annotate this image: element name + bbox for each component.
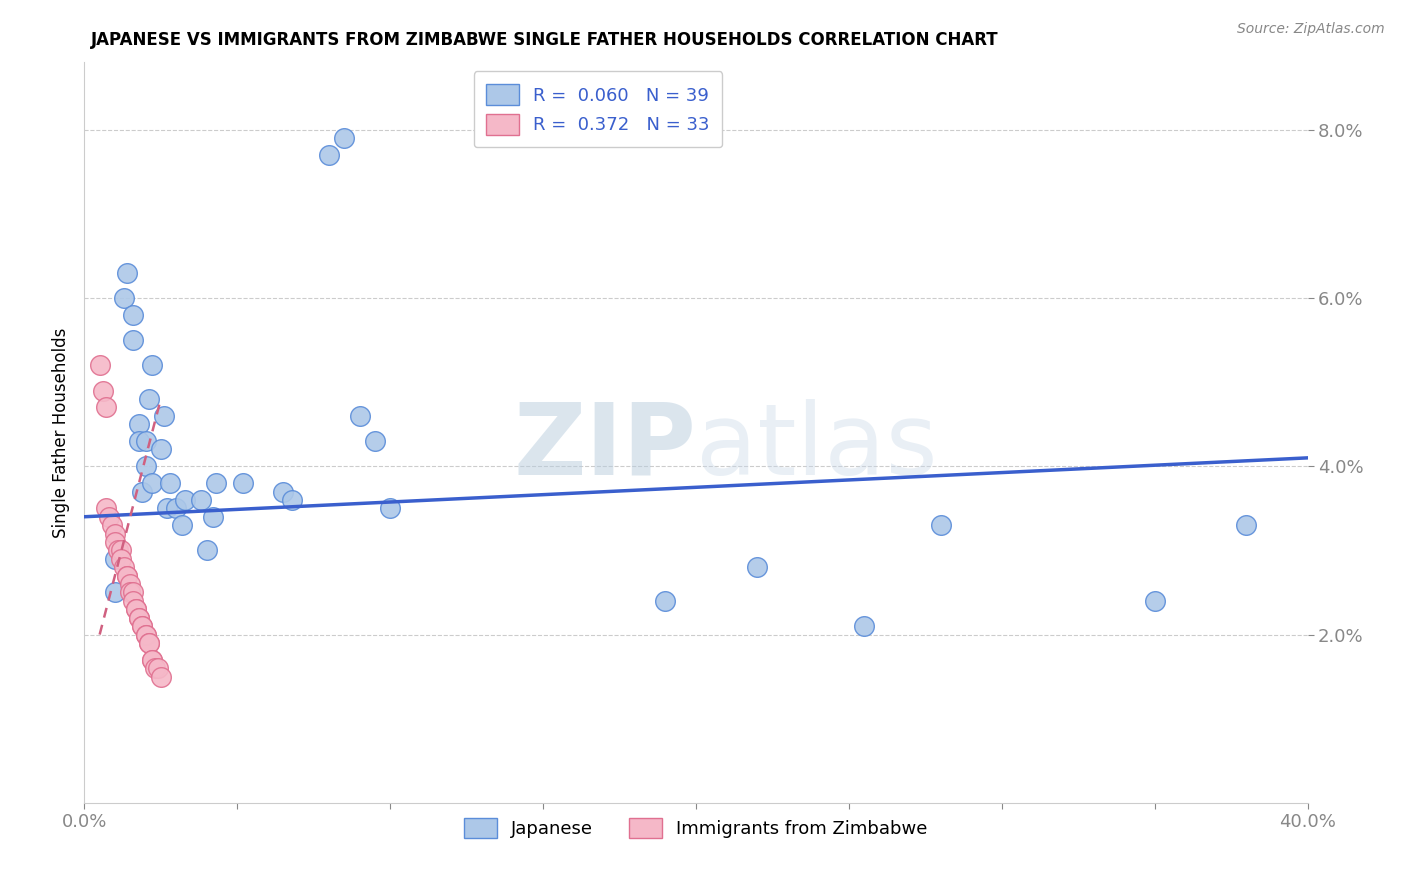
Point [146, 661, 169, 675]
Point [120, 585, 142, 599]
Point [1236, 518, 1258, 533]
Point [141, 476, 163, 491]
Point [131, 619, 153, 633]
Point [318, 148, 340, 162]
Point [110, 551, 132, 566]
Point [128, 434, 150, 448]
Point [143, 661, 166, 675]
Point [107, 543, 129, 558]
Point [364, 434, 387, 448]
Point [190, 492, 212, 507]
Point [122, 308, 145, 322]
Point [141, 359, 163, 373]
Point [138, 636, 160, 650]
Point [135, 627, 157, 641]
Point [232, 476, 254, 491]
Point [104, 526, 127, 541]
Point [112, 291, 135, 305]
Point [271, 484, 294, 499]
Point [97, 509, 120, 524]
Point [135, 627, 157, 641]
Point [115, 568, 138, 582]
Point [205, 476, 228, 491]
Text: JAPANESE VS IMMIGRANTS FROM ZIMBABWE SINGLE FATHER HOUSEHOLDS CORRELATION CHART: JAPANESE VS IMMIGRANTS FROM ZIMBABWE SIN… [91, 31, 1000, 49]
Point [195, 543, 218, 558]
Point [122, 585, 145, 599]
Point [122, 594, 145, 608]
Point [115, 568, 138, 582]
Point [135, 459, 157, 474]
Point [174, 492, 197, 507]
Point [101, 518, 124, 533]
Point [149, 442, 172, 457]
Point [141, 653, 163, 667]
Point [135, 434, 157, 448]
Legend: Japanese, Immigrants from Zimbabwe: Japanese, Immigrants from Zimbabwe [454, 806, 938, 849]
Point [104, 551, 127, 566]
Point [153, 409, 176, 423]
Point [115, 266, 138, 280]
Point [89, 359, 111, 373]
Point [104, 585, 127, 599]
Point [125, 602, 148, 616]
Point [131, 619, 153, 633]
Point [149, 670, 172, 684]
Point [929, 518, 952, 533]
Point [122, 333, 145, 347]
Point [349, 409, 371, 423]
Point [159, 476, 181, 491]
Point [94, 501, 117, 516]
Y-axis label: Single Father Households: Single Father Households [52, 327, 70, 538]
Point [138, 636, 160, 650]
Text: atlas: atlas [696, 399, 938, 496]
Point [110, 543, 132, 558]
Point [333, 131, 356, 145]
Point [128, 417, 150, 432]
Point [120, 577, 142, 591]
Point [201, 509, 224, 524]
Point [165, 501, 187, 516]
Point [128, 610, 150, 624]
Point [112, 560, 135, 574]
Point [131, 484, 153, 499]
Point [125, 602, 148, 616]
Point [747, 560, 769, 574]
Point [104, 535, 127, 549]
Point [380, 501, 402, 516]
Point [172, 518, 194, 533]
Point [654, 594, 676, 608]
Point [281, 492, 304, 507]
Point [1143, 594, 1166, 608]
Point [138, 392, 160, 406]
Point [141, 653, 163, 667]
Text: ZIP: ZIP [513, 399, 696, 496]
Point [156, 501, 179, 516]
Point [128, 610, 150, 624]
Text: Source: ZipAtlas.com: Source: ZipAtlas.com [1237, 22, 1385, 37]
Point [94, 401, 117, 415]
Point [853, 619, 876, 633]
Point [91, 384, 114, 398]
